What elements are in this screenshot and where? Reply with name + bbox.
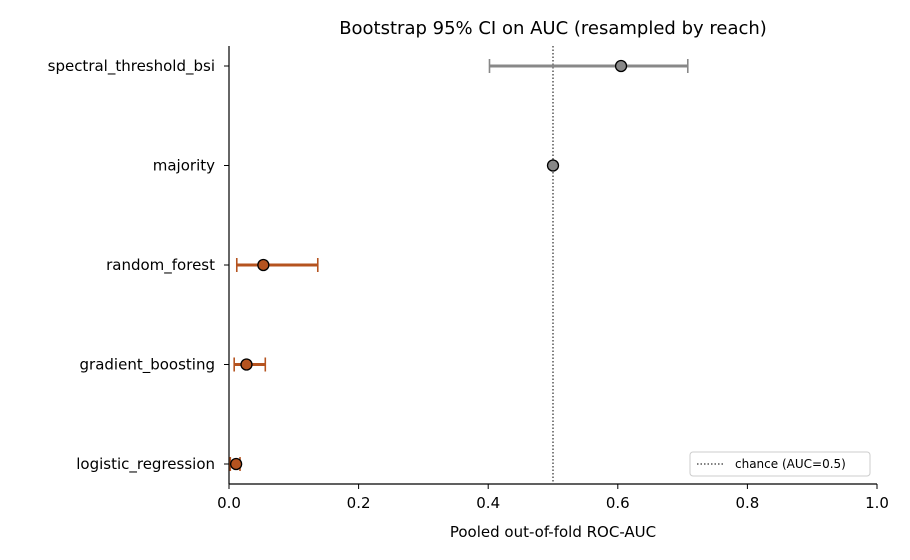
x-tick-label: 0.2 (347, 494, 371, 512)
x-tick-label: 0.4 (476, 494, 500, 512)
plot-area: 0.0 0.2 0.4 0.6 0.8 1.0 spectral_threshold_bsi… (48, 46, 889, 512)
data-point (546, 159, 560, 172)
y-tick-label: random_forest (106, 256, 215, 275)
legend-box (689, 451, 871, 477)
data-point (229, 457, 243, 471)
y-tick-label: gradient_boosting (80, 356, 215, 375)
x-tick-label: 1.0 (865, 494, 889, 512)
x-tick-label: 0.0 (217, 494, 241, 512)
data-point (257, 258, 270, 272)
chart-title: Bootstrap 95% CI on AUC (resampled by re… (339, 18, 767, 39)
y-tick-label: majority (153, 157, 215, 175)
y-tick-label: logistic_regression (76, 455, 215, 474)
legend: chance (AUC=0.5) (689, 451, 871, 477)
data-point (240, 358, 253, 371)
x-tick-label: 0.6 (606, 494, 630, 512)
y-tick-label: spectral_threshold_bsi (48, 57, 215, 76)
x-axis-label: Pooled out-of-fold ROC-AUC (450, 523, 656, 541)
data-point (614, 59, 628, 73)
x-tick-label: 0.8 (735, 494, 759, 512)
legend-label: chance (AUC=0.5) (735, 457, 846, 471)
